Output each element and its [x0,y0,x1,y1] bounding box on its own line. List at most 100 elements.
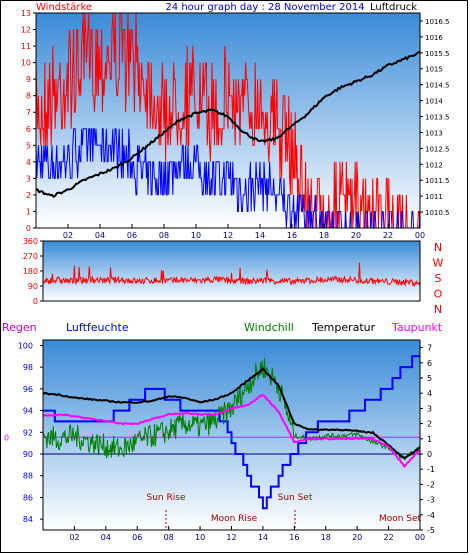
x-tick-label: 04 [101,533,111,542]
humidity-tick-label: 86 [23,493,33,502]
temperature-marks [42,355,421,510]
degree-tick-label: 180 [23,267,38,276]
x-tick-label: 18 [321,533,331,542]
x-tick-label: 18 [319,231,329,240]
compass-tick-label: W [433,257,444,270]
temperature-tick-label: -2 [427,480,435,489]
sun-moon-annotations: Sun Rise Sun Set Moon Rise Moon Set [147,493,422,530]
rain-axis-ticks: 0 [4,433,9,442]
pressure-tick-label: 1013 [425,129,443,137]
temperature-label: Temperatur [311,321,376,334]
pressure-tick-label: 1016.5 [425,18,450,26]
sun-set-label: Sun Set [278,493,313,503]
temperature-tick-label: 5 [427,374,432,383]
x-tick-label: 02 [63,231,73,240]
humidity-tick-label: 94 [23,407,33,416]
x-tick-label: 20 [351,231,361,240]
compass-tick-label: O [434,288,443,301]
direction-plot-area [43,241,420,301]
windchill-label: Windchill [244,321,294,334]
pressure-tick-label: 1015 [425,66,443,74]
moon-rise-label: Moon Rise [211,514,258,524]
windchill-series-line [42,358,421,461]
compass-tick-label: N [434,241,442,254]
x-tick-label: 06 [127,231,137,240]
temperature-tick-label: 4 [427,389,432,398]
x-tick-label: 10 [195,533,205,542]
pressure-axis-ticks: 1010.5 1011 1011.5 1012 1012.5 1013 1013.5 1014… [420,18,450,217]
x-tick-label: 16 [289,533,299,542]
humidity-tick-label: 98 [23,363,33,372]
temperature-tick-label: -1 [427,465,435,474]
x-tick-label: 22 [383,231,393,240]
humidity-tick-label: 90 [23,450,33,459]
x-tick-label: 22 [383,533,393,542]
chart-title: 24 hour graph day : 28 November 2014 [165,2,364,13]
pressure-axis-title: Luftdruck [370,2,417,13]
humidity-tick-label: 92 [23,428,33,437]
temperature-tick-label: 2 [427,420,432,429]
x-tick-label: 02 [69,533,79,542]
pressure-tick-label: 1010.5 [425,209,450,217]
x-tick-label: 20 [352,533,362,542]
x-tick-label: 00 [415,231,425,240]
wind-axis-title: Windstärke [36,2,92,13]
dewpoint-label: Taupunkt [391,321,443,334]
humidity-tick-label: 84 [23,515,33,524]
pressure-tick-label: 1015.5 [425,50,450,58]
wind-tick-label: 12 [21,26,31,35]
temperature-tick-label: 7 [427,344,432,353]
pressure-tick-label: 1014 [425,98,443,106]
pressure-tick-label: 1013.5 [425,114,450,122]
humidity-tick-label: 96 [23,385,33,394]
humidity-tick-label: 88 [23,472,33,481]
wind-tick-label: 7 [26,108,31,117]
x-tick-label: 00 [415,533,425,542]
temperature-tick-label: -5 [427,526,435,535]
wind-tick-label: 2 [26,191,31,200]
time-axis-ticks-3: 02 04 06 08 10 12 14 16 18 20 22 00 [69,526,425,542]
moon-set-label: Moon Set [379,514,422,524]
pressure-series-line [35,51,421,198]
x-tick-label: 04 [95,231,105,240]
x-tick-label: 08 [159,231,169,240]
x-tick-label: 16 [287,231,297,240]
dewpoint-series-line [42,394,421,469]
temperature-tick-label: -3 [427,496,435,505]
x-tick-label: 10 [191,231,201,240]
wind-tick-label: 3 [26,174,31,183]
humidity-axis-ticks: 84 86 88 90 92 94 96 98 100 [18,341,43,524]
wind-tick-label: 6 [26,125,31,134]
pressure-tick-label: 1012 [425,161,443,169]
temperature-tick-label: 0 [427,450,432,459]
x-tick-label: 14 [258,533,268,542]
temperature-axis-ticks: -5 -4 -3 -2 -1 0 1 2 3 4 5 6 7 [420,344,435,535]
x-tick-label: 12 [226,533,236,542]
degree-tick-label: 90 [28,282,38,291]
degree-tick-label: 360 [23,237,38,246]
wind-tick-label: 8 [26,92,31,101]
pressure-tick-label: 1012.5 [425,145,450,153]
wind-tick-label: 9 [26,75,31,84]
humidity-tick-label: 100 [18,341,33,350]
wind-tick-label: 4 [26,158,31,167]
humidity-label: Luftfeuchte [66,321,129,334]
compass-tick-label: S [435,272,442,285]
rain-tick-label: 0 [4,433,9,442]
wind-tick-label: 11 [21,42,31,51]
x-tick-label: 14 [255,231,265,240]
wind-tick-label: 5 [26,141,31,150]
direction-marks [42,262,421,288]
wind-tick-label: 13 [21,9,31,18]
temperature-tick-label: 6 [427,359,432,368]
pressure-tick-label: 1014.5 [425,82,450,90]
wind-tick-label: 10 [21,59,31,68]
sun-rise-label: Sun Rise [147,493,186,503]
direction-degree-ticks: 0 90 180 270 360 [23,237,43,306]
temperature-tick-label: -4 [427,511,435,520]
degree-tick-label: 0 [33,297,38,306]
x-tick-label: 08 [164,533,174,542]
pressure-tick-label: 1016 [425,34,443,42]
humidity-series-line [43,355,420,510]
